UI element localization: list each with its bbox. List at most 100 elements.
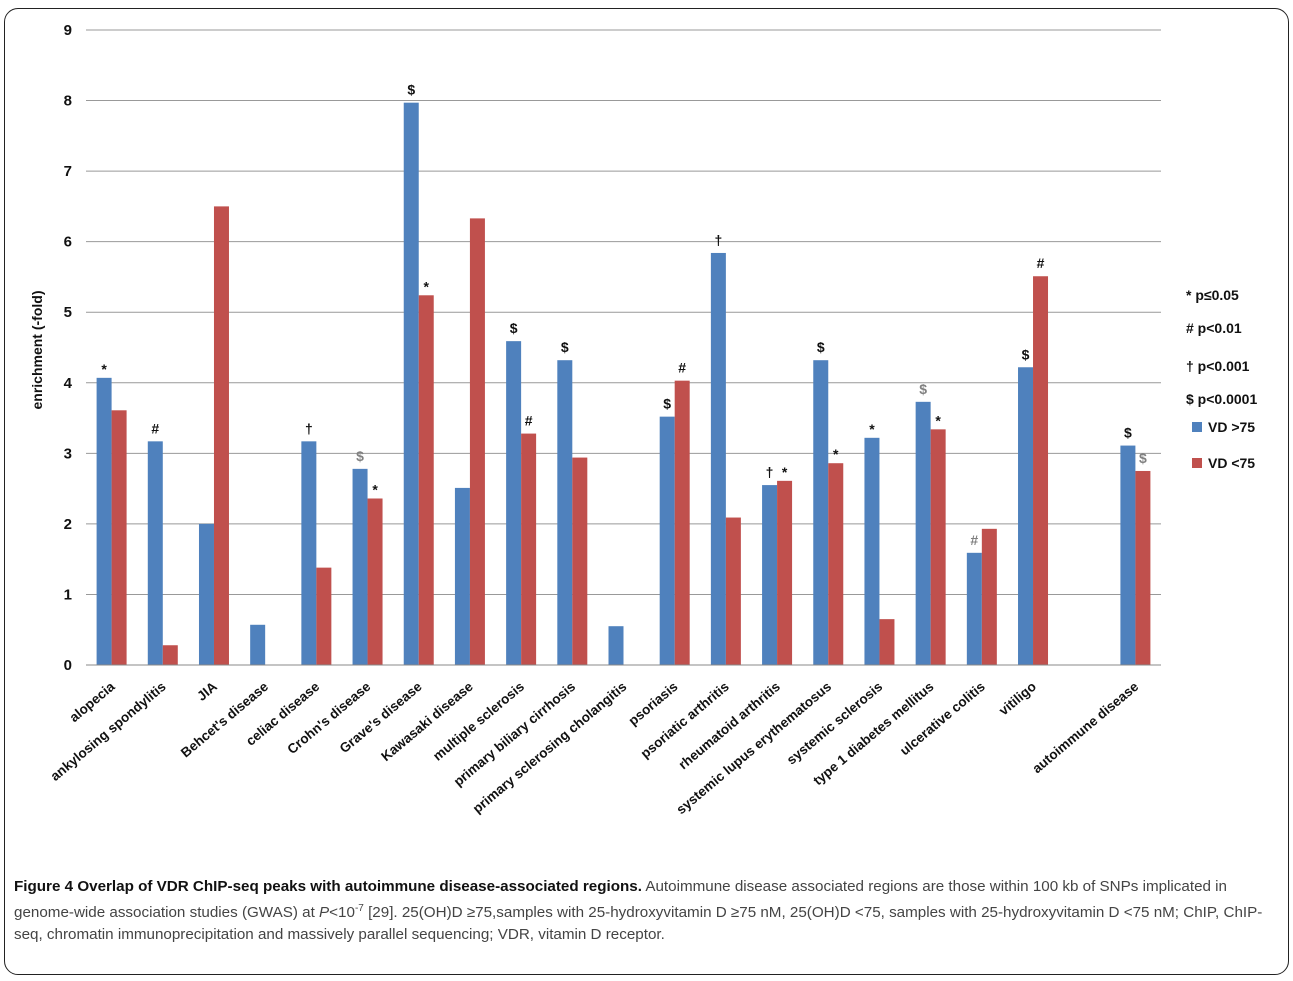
- bar: [1135, 470, 1151, 665]
- bar: [879, 619, 895, 665]
- caption-label: Figure 4: [14, 878, 74, 895]
- y-tick-label: 9: [64, 22, 72, 39]
- bar: [966, 552, 982, 665]
- significance-mark: $: [1022, 346, 1030, 362]
- y-tick-label: 6: [64, 234, 72, 251]
- y-tick-label: 4: [64, 375, 73, 392]
- caption-p-italic: P: [319, 904, 330, 922]
- bar: [418, 295, 434, 665]
- caption-p-rest: <10: [329, 904, 355, 922]
- bar: [454, 487, 470, 665]
- legend-significance-entry: * p≤0.05: [1186, 287, 1239, 303]
- x-category-label: psoriatic arthritis: [638, 679, 732, 761]
- bar: [96, 377, 112, 665]
- figure-caption: Figure 4 Overlap of VDR ChIP-seq peaks w…: [14, 876, 1276, 946]
- x-category-label: vitiligo: [996, 679, 1039, 718]
- significance-mark: *: [833, 446, 839, 462]
- bar: [762, 485, 778, 665]
- legend-significance-entry: † p<0.001: [1186, 358, 1250, 374]
- significance-mark: †: [766, 464, 774, 480]
- significance-mark: *: [869, 421, 875, 437]
- bar: [864, 437, 880, 665]
- significance-mark: #: [525, 413, 533, 429]
- significance-mark: $: [407, 82, 415, 98]
- caption-p-exponent: -7: [354, 903, 364, 914]
- significance-mark: $: [561, 339, 569, 355]
- legend-significance-entry: $ p<0.0001: [1186, 391, 1257, 407]
- bar: [608, 626, 624, 665]
- significance-mark: #: [678, 360, 686, 376]
- x-category-label: JIA: [194, 679, 220, 704]
- bar: [557, 360, 573, 665]
- bar: [828, 463, 844, 665]
- gridlines: [86, 29, 1161, 595]
- significance-marks: * # † $ $ $ $ $ † † $ * $ # $ $ * * # # * * * # $: [101, 82, 1147, 548]
- significance-mark: *: [782, 464, 788, 480]
- y-tick-label: 3: [64, 445, 72, 462]
- y-axis-ticks: 0 1 2 3 4 5 6 7 8 9: [64, 22, 73, 674]
- caption-text-2: [29]. 25(OH)D ≥75,samples with 25-hydrox…: [14, 904, 1263, 944]
- significance-mark: $: [817, 339, 825, 355]
- y-tick-label: 7: [64, 163, 72, 180]
- bar: [1033, 276, 1049, 665]
- legend-series-label: VD <75: [1208, 455, 1255, 471]
- significance-mark: $: [510, 320, 518, 336]
- x-category-label: ulcerative colitis: [897, 679, 988, 759]
- bar: [777, 480, 793, 665]
- x-category-label: multiple sclerosis: [430, 679, 527, 764]
- bar: [506, 341, 522, 665]
- bar: [813, 360, 829, 665]
- bar: [1120, 445, 1136, 665]
- bar: [469, 218, 485, 665]
- bar: [198, 523, 214, 665]
- significance-mark: †: [714, 232, 722, 248]
- bar: [710, 252, 726, 665]
- significance-mark: $: [919, 381, 927, 397]
- significance-mark: $: [663, 396, 671, 412]
- significance-mark: $: [1124, 425, 1132, 441]
- y-tick-label: 8: [64, 93, 72, 110]
- bar: [572, 457, 588, 665]
- x-category-label: autoimmune disease: [1029, 678, 1141, 776]
- legend-swatch: [1192, 458, 1202, 468]
- significance-mark: *: [935, 412, 941, 428]
- x-category-label: Kawasaki disease: [378, 679, 476, 765]
- bar: [162, 645, 178, 665]
- bar: [659, 416, 675, 665]
- significance-mark: $: [1139, 450, 1147, 466]
- y-tick-label: 5: [64, 304, 72, 321]
- caption-title: Overlap of VDR ChIP-seq peaks with autoi…: [77, 878, 642, 895]
- x-category-label: systemic sclerosis: [784, 679, 886, 768]
- x-category-label: alopecia: [66, 678, 117, 725]
- legend-series-label: VD >75: [1208, 419, 1255, 435]
- y-tick-label: 0: [64, 657, 72, 674]
- significance-mark: *: [424, 278, 430, 294]
- bar: [111, 410, 127, 665]
- x-category-label: Behcet's disease: [178, 678, 272, 760]
- significance-mark: #: [1037, 255, 1045, 271]
- legend-significance-entry: # p<0.01: [1186, 320, 1242, 336]
- bar: [403, 102, 419, 665]
- y-axis-label: enrichment (-fold): [29, 291, 45, 410]
- bar: [521, 433, 537, 665]
- bar: [915, 401, 931, 665]
- significance-mark: $: [356, 448, 364, 464]
- bar: [1018, 367, 1034, 665]
- caption-text-1: Autoimmune disease associated regions ar…: [14, 878, 1227, 922]
- bar: [367, 498, 383, 665]
- bars: [96, 102, 1151, 665]
- bar: [316, 567, 332, 665]
- bar: [352, 468, 368, 665]
- significance-mark: *: [372, 481, 378, 497]
- bar: [674, 380, 690, 665]
- bar: [213, 206, 229, 665]
- y-tick-label: 2: [64, 516, 72, 533]
- bar: [147, 441, 163, 665]
- significance-mark: #: [970, 532, 978, 548]
- y-tick-label: 1: [64, 586, 72, 603]
- significance-mark: #: [151, 420, 159, 436]
- legend-swatch: [1192, 422, 1202, 432]
- bar: [930, 429, 946, 665]
- significance-mark: †: [305, 420, 313, 436]
